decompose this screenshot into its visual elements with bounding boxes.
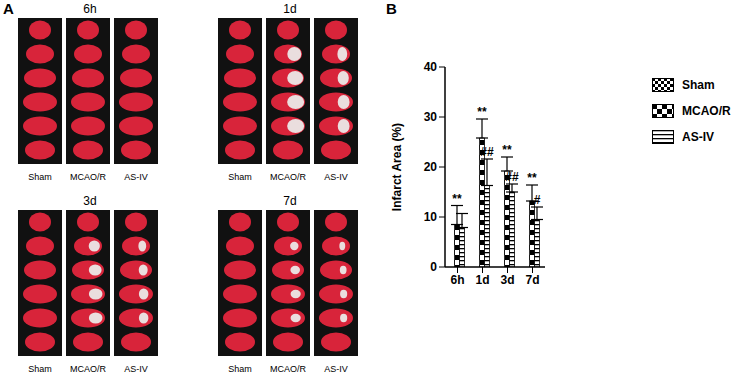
html-text:AS-IV: AS-IV [682, 130, 714, 144]
svg-text:MCAO/R: MCAO/R [70, 364, 107, 374]
svg-text:**: ** [477, 105, 487, 119]
svg-text:**: ** [502, 143, 512, 157]
svg-text:Sham: Sham [28, 364, 52, 374]
svg-text:1d: 1d [475, 273, 489, 287]
svg-text:30: 30 [424, 110, 438, 124]
svg-text:3d: 3d [83, 194, 96, 208]
svg-text:AS-IV: AS-IV [124, 172, 148, 182]
svg-text:7d: 7d [283, 194, 296, 208]
svg-text:3d: 3d [500, 273, 514, 287]
svg-text:Sham: Sham [228, 364, 252, 374]
svg-text:0: 0 [430, 260, 437, 274]
html-text:B: B [386, 0, 397, 17]
svg-text:MCAO/R: MCAO/R [270, 172, 307, 182]
html-text:Sham: Sham [682, 78, 715, 92]
svg-text:AS-IV: AS-IV [324, 364, 348, 374]
svg-text:Sham: Sham [28, 172, 52, 182]
svg-text:7d: 7d [525, 273, 539, 287]
svg-text:40: 40 [424, 60, 438, 74]
svg-text:**: ** [452, 192, 462, 206]
svg-text:##: ## [505, 170, 519, 184]
svg-text:Sham: Sham [228, 172, 252, 182]
svg-text:MCAO/R: MCAO/R [270, 364, 307, 374]
svg-text:MCAO/R: MCAO/R [70, 172, 107, 182]
svg-text:A: A [3, 0, 14, 17]
svg-text:Infarct Area (%): Infarct Area (%) [390, 123, 404, 211]
svg-text:AS-IV: AS-IV [124, 364, 148, 374]
svg-text:20: 20 [424, 160, 438, 174]
svg-text:AS-IV: AS-IV [324, 172, 348, 182]
html-text:MCAO/R: MCAO/R [682, 104, 731, 118]
svg-text:6h: 6h [450, 273, 464, 287]
svg-text:##: ## [480, 145, 494, 159]
svg-text:6h: 6h [83, 2, 96, 16]
svg-text:#: # [534, 193, 541, 207]
svg-text:1d: 1d [283, 2, 296, 16]
svg-text:10: 10 [424, 210, 438, 224]
svg-text:**: ** [527, 171, 537, 185]
